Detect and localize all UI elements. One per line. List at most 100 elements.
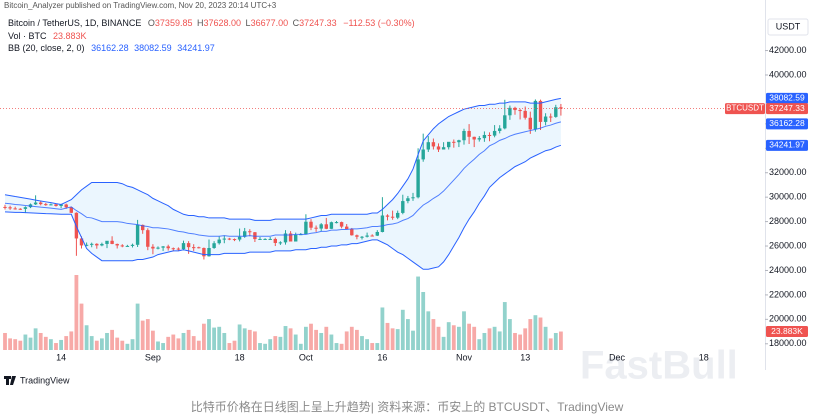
candle-body [309, 221, 313, 228]
volume-bar [94, 340, 99, 350]
currency-box[interactable] [767, 18, 809, 36]
y-tick-label: 22000.00 [769, 289, 807, 299]
bb-basis-tag-box [766, 118, 808, 130]
bb-lower-tag: 34241.97 [769, 140, 805, 150]
candle-body [161, 246, 165, 248]
volume-bar [513, 332, 517, 350]
volume-bar [487, 328, 492, 350]
currency[interactable]: USDT [776, 21, 801, 31]
candle-body [350, 229, 354, 236]
candle-body [273, 238, 277, 243]
candle-body [370, 235, 374, 237]
candle-body [166, 246, 170, 249]
y-tick-label: 28000.00 [769, 216, 807, 226]
volume-bar [43, 336, 48, 350]
candle-body [518, 110, 522, 112]
candle-body [222, 238, 226, 240]
volume-bar [309, 323, 313, 350]
band-line [4, 121, 562, 237]
candle-body [345, 226, 349, 230]
candle-body [130, 244, 135, 246]
bb-upper-value: 38082.59 [134, 43, 172, 53]
candle-body [462, 130, 466, 141]
caption: 比特币价格在日线图上呈上升趋势| 资料来源：币安上的 BTCUSDT、Tradi… [191, 399, 624, 414]
candle-body [334, 222, 339, 224]
bb-basis-tag: 36162.28 [769, 118, 805, 128]
candle-body [487, 134, 492, 136]
volume-bar [161, 343, 165, 350]
volume-bar [181, 332, 186, 350]
y-tick-label: 20000.00 [769, 314, 807, 324]
candle-body [390, 216, 395, 218]
volume-bar [151, 330, 155, 350]
y-tick-label: 32000.00 [769, 167, 807, 177]
volume-name: Vol · BTC [8, 31, 47, 41]
candle-body [253, 232, 257, 240]
y-tick-label: 24000.00 [769, 265, 807, 275]
volume-bar [538, 317, 543, 350]
candle-body [426, 142, 430, 150]
volume-bar [441, 336, 446, 350]
volume-bar [324, 326, 329, 350]
volume-bar [140, 320, 145, 350]
volume-bar [54, 343, 58, 350]
volume-legend: Vol · BTC 23.883K [8, 31, 87, 41]
candle-body [8, 207, 12, 209]
volume-bar [110, 329, 114, 350]
last-price-tag-box [766, 103, 808, 115]
candle-body [508, 107, 512, 116]
published-note: Bitcoin_Analyzer published on TradingVie… [4, 1, 277, 10]
bb-name: BB (20, close, 2, 0) [8, 43, 85, 53]
c-value: 37247.33 [299, 18, 337, 28]
candle-body [467, 130, 471, 137]
volume-bar [166, 336, 171, 350]
candle-body [100, 243, 104, 246]
volume-bar [457, 326, 461, 350]
volume-bar [207, 319, 211, 350]
plot [3, 97, 563, 350]
candle-body [385, 215, 390, 217]
watermark: FastBull [580, 344, 738, 388]
candle-body [549, 116, 553, 118]
volume-bar [100, 338, 104, 350]
candle-body [360, 236, 364, 238]
volume-bar [360, 336, 364, 350]
candle-body [176, 248, 181, 250]
candle-body [457, 140, 461, 143]
volume-bar [232, 340, 237, 350]
volume-bar [553, 332, 558, 350]
candle-body [513, 107, 517, 111]
volume-bar [329, 334, 334, 350]
candle-body [339, 222, 344, 227]
x-tick-label: 14 [56, 352, 66, 362]
candle-body [197, 247, 201, 249]
candle-body [538, 100, 543, 122]
band-line [4, 97, 561, 221]
candle-body [217, 239, 221, 244]
band-fill [5, 98, 561, 270]
volume-bar [253, 331, 257, 350]
candle-body [202, 247, 206, 257]
candle-body [212, 243, 216, 248]
volume-bar [38, 332, 43, 350]
volume-bar [375, 343, 380, 350]
bb-legend: BB (20, close, 2, 0) 36162.28 38082.59 3… [8, 43, 215, 53]
volume-bar [497, 331, 502, 350]
volume-bar [462, 311, 466, 350]
volume-bar [482, 332, 487, 350]
candle-body [258, 238, 262, 240]
candle-body [115, 243, 119, 246]
volume-bar [431, 319, 436, 350]
candle-body [59, 204, 63, 206]
candle-body [13, 208, 17, 210]
volume-bar [74, 275, 79, 350]
volume-bar [115, 337, 120, 350]
candle-body [288, 233, 293, 242]
volume-bar [28, 337, 33, 350]
volume-bar [84, 325, 89, 350]
volume-bar [472, 326, 477, 350]
volume-bar [23, 334, 28, 350]
candle-body [319, 224, 323, 229]
candle-body [95, 243, 99, 246]
candle-body [135, 224, 140, 245]
